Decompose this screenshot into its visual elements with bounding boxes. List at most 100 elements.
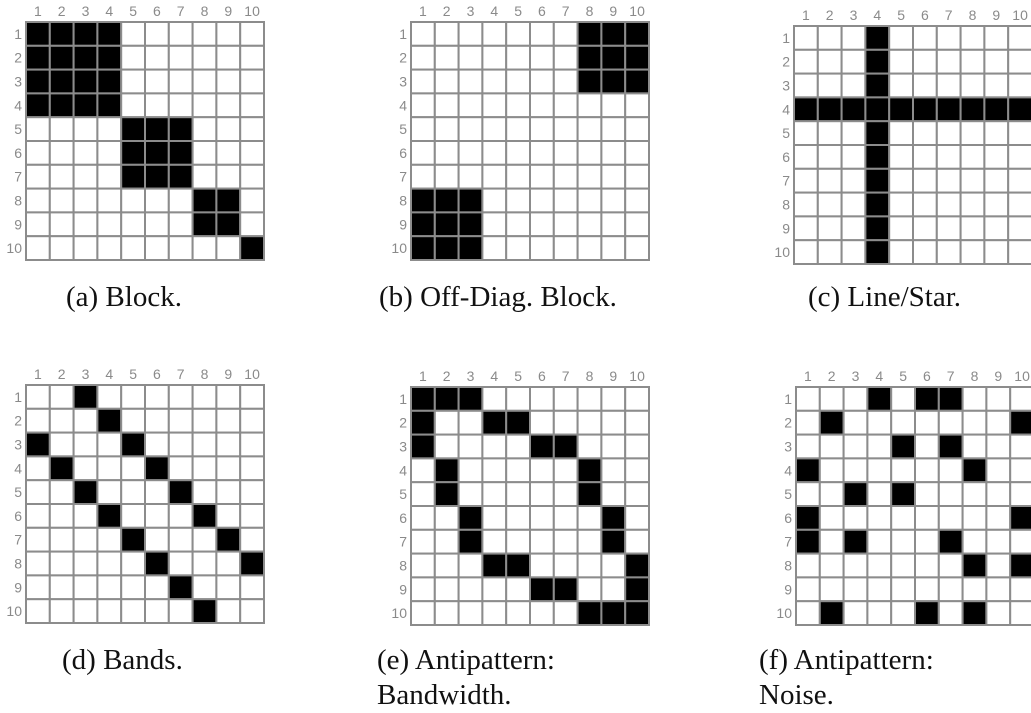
empty-cell [410, 600, 436, 626]
filled-cell [167, 574, 194, 601]
empty-cell [842, 433, 869, 460]
filled-cell [816, 96, 843, 123]
empty-cell [505, 68, 531, 95]
filled-cell [120, 163, 146, 190]
empty-cell [840, 120, 867, 146]
row-tick-label: 8 [399, 558, 407, 574]
empty-cell [481, 187, 508, 214]
empty-cell [818, 433, 845, 460]
filled-cell [624, 21, 650, 47]
empty-cell [1009, 433, 1031, 460]
column-tick-label: 7 [177, 3, 185, 19]
empty-cell [191, 550, 218, 577]
row-tick-label: 10 [6, 603, 22, 619]
filled-cell [215, 211, 242, 238]
empty-cell [552, 68, 579, 95]
empty-cell [529, 409, 555, 436]
empty-cell [912, 25, 938, 51]
empty-cell [215, 407, 242, 434]
filled-cell [818, 409, 845, 436]
row-tick-label: 7 [399, 534, 407, 550]
filled-cell [25, 68, 51, 95]
empty-cell [937, 552, 964, 579]
empty-cell [935, 144, 962, 170]
empty-cell [25, 479, 51, 505]
column-tick-label: 5 [129, 3, 137, 19]
filled-cell [624, 68, 650, 95]
empty-cell [239, 384, 265, 410]
empty-cell [576, 92, 603, 119]
empty-cell [48, 235, 75, 261]
empty-cell [433, 44, 460, 71]
empty-cell [576, 505, 603, 531]
filled-cell [624, 552, 650, 579]
empty-cell [505, 21, 531, 47]
empty-cell [961, 576, 988, 603]
empty-cell [816, 167, 843, 194]
empty-cell [600, 187, 627, 214]
empty-cell [866, 433, 893, 460]
column-tick-label: 1 [802, 7, 810, 23]
empty-cell [983, 25, 1010, 51]
empty-cell [120, 21, 146, 47]
empty-cell [433, 21, 460, 47]
empty-cell [120, 235, 146, 261]
empty-cell [410, 163, 436, 190]
empty-cell [985, 481, 1012, 507]
empty-cell [120, 92, 146, 119]
empty-cell [457, 68, 484, 95]
empty-cell [552, 163, 579, 190]
row-tick-label: 2 [399, 415, 407, 431]
empty-cell [215, 116, 242, 142]
column-tick-label: 2 [443, 3, 451, 19]
empty-cell [890, 528, 916, 555]
row-tick-label: 2 [14, 50, 22, 66]
empty-cell [239, 407, 265, 434]
empty-cell [120, 407, 146, 434]
empty-cell [1009, 600, 1031, 626]
filled-cell [866, 386, 893, 412]
column-tick-label: 10 [1012, 7, 1028, 23]
empty-cell [25, 163, 51, 190]
empty-cell [840, 239, 867, 265]
empty-cell [25, 455, 51, 482]
empty-cell [795, 433, 821, 460]
empty-cell [144, 68, 170, 95]
empty-cell [529, 211, 555, 238]
empty-cell [72, 235, 99, 261]
filled-cell [842, 481, 869, 507]
empty-cell [410, 505, 436, 531]
empty-cell [239, 574, 265, 601]
empty-cell [457, 21, 484, 47]
filled-cell [167, 163, 194, 190]
filled-cell [72, 21, 99, 47]
empty-cell [840, 191, 867, 218]
column-tick-label: 10 [244, 366, 260, 382]
empty-cell [1009, 457, 1031, 484]
empty-cell [600, 235, 627, 261]
empty-cell [552, 140, 579, 166]
empty-cell [912, 72, 938, 99]
column-tick-label: 8 [586, 3, 594, 19]
filled-cell [433, 211, 460, 238]
empty-cell [890, 600, 916, 626]
column-tick-label: 3 [82, 366, 90, 382]
empty-cell [72, 503, 99, 529]
empty-cell [433, 116, 460, 142]
filled-cell [167, 479, 194, 505]
column-tick-label: 8 [586, 368, 594, 384]
empty-cell [624, 116, 650, 142]
empty-cell [816, 48, 843, 75]
empty-cell [985, 433, 1012, 460]
empty-cell [890, 386, 916, 412]
row-tick-label: 1 [14, 389, 22, 405]
empty-cell [1007, 25, 1031, 51]
empty-cell [795, 552, 821, 579]
filled-cell [937, 528, 964, 555]
row-tick-label: 9 [399, 581, 407, 597]
empty-cell [481, 68, 508, 95]
empty-cell [239, 455, 265, 482]
empty-cell [120, 68, 146, 95]
empty-cell [816, 239, 843, 265]
filled-cell [215, 187, 242, 214]
